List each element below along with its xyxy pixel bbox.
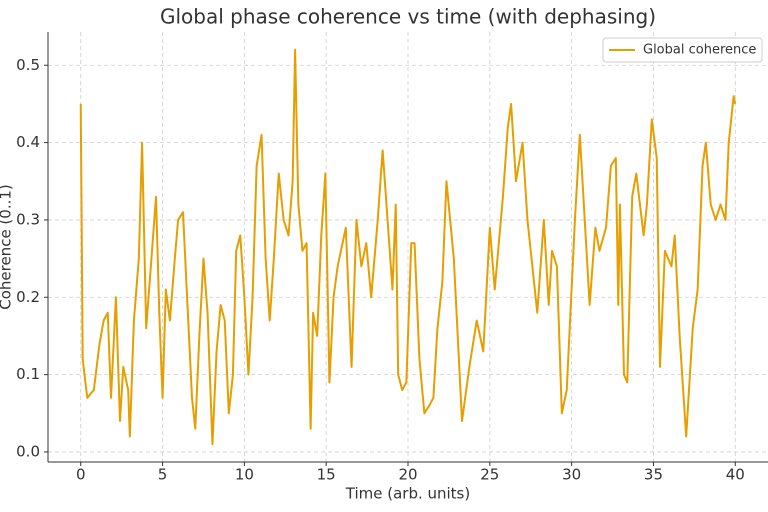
y-tick-label: 0.1: [16, 365, 40, 383]
legend-box: [602, 37, 763, 63]
x-tick-label: 10: [235, 466, 254, 484]
x-tick-label: 15: [317, 466, 336, 484]
x-tick-label: 40: [726, 466, 745, 484]
x-tick-label: 35: [644, 466, 663, 484]
x-tick-label: 30: [562, 466, 581, 484]
chart-title: Global phase coherence vs time (with dep…: [160, 5, 656, 29]
y-tick-label: 0.2: [16, 288, 40, 306]
x-axis-label: Time (arb. units): [345, 485, 470, 503]
x-tick-label: 20: [398, 466, 417, 484]
legend-label: Global coherence: [643, 43, 756, 58]
x-tick-label: 5: [158, 466, 168, 484]
y-tick-label: 0.0: [16, 442, 40, 460]
x-tick-label: 25: [480, 466, 499, 484]
y-axis-label: Coherence (0..1): [0, 184, 15, 310]
x-tick-label: 0: [76, 466, 86, 484]
y-tick-label: 0.5: [16, 56, 40, 74]
line: [79, 48, 737, 446]
y-tick-label: 0.4: [16, 133, 40, 151]
y-tick-label: 0.3: [16, 210, 40, 228]
